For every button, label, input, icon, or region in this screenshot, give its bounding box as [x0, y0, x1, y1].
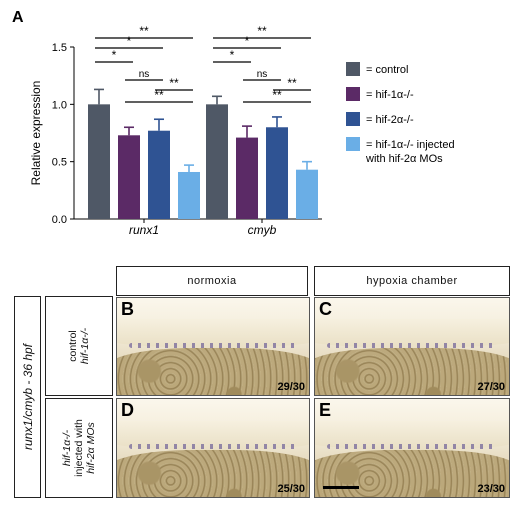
significance-label: **	[287, 76, 297, 90]
bar	[178, 171, 200, 219]
stain-time-text: runx1/cmyb - 36 hpf	[20, 343, 35, 451]
significance-label: ns	[257, 69, 268, 80]
x-tick-label: cmyb	[248, 223, 277, 237]
image-panel-c: C 27/30	[314, 297, 510, 396]
stain-time-label: runx1/cmyb - 36 hpf	[14, 296, 41, 498]
bar	[296, 169, 318, 219]
y-tick-label: 1.0	[52, 99, 67, 111]
legend-label: = hif-2α-/-	[366, 114, 414, 126]
chart-bars	[88, 88, 318, 219]
y-tick-label: 0.5	[52, 157, 67, 169]
significance-label: *	[230, 48, 235, 62]
significance-label: **	[169, 76, 179, 90]
legend-swatch	[346, 87, 360, 101]
significance-label: **	[154, 88, 164, 102]
row-injected-line2: injected with	[73, 419, 85, 477]
panel-letter-e: E	[319, 400, 332, 420]
row-injected-line1: hif-1α-/-	[61, 429, 73, 467]
column-header-hypoxia: hypoxia chamber	[314, 266, 510, 296]
row-injected-line3: hif-2α MOs	[85, 422, 97, 474]
legend-swatch	[346, 137, 360, 151]
legend-label: = hif-1α-/-	[366, 89, 414, 101]
image-panel-e: E 23/30	[314, 398, 510, 498]
count-b: 29/30	[277, 381, 305, 393]
count-e: 23/30	[477, 483, 505, 495]
bar	[206, 104, 228, 219]
significance-label: **	[139, 24, 149, 38]
x-tick-label: runx1	[129, 223, 159, 237]
legend-label: = control	[366, 64, 409, 76]
legend-swatch	[346, 62, 360, 76]
column-header-normoxia-text: normoxia	[187, 275, 237, 287]
scale-bar	[323, 486, 359, 489]
column-header-normoxia: normoxia	[116, 266, 308, 296]
image-panel-b: B 29/30	[116, 297, 310, 396]
panel-letter-c: C	[319, 299, 332, 319]
row-control-line1: control	[67, 330, 79, 362]
legend-label: = hif-1α-/- injected	[366, 139, 455, 151]
significance-label: **	[257, 24, 267, 38]
significance-label: ns	[139, 69, 150, 80]
panel-letter-d: D	[121, 400, 134, 420]
bar	[88, 104, 110, 219]
significance-label: *	[112, 48, 117, 62]
panel-letter-b: B	[121, 299, 134, 319]
panel-letter-a: A	[12, 9, 24, 26]
count-d: 25/30	[277, 483, 305, 495]
significance-label: *	[127, 34, 132, 48]
bar	[236, 137, 258, 219]
row-header-control-text: control hif-1α-/-	[67, 328, 91, 364]
bar-chart: A 0.0 0.5 1.0 1.5 Relative expression runx1 cm…	[12, 9, 455, 237]
bar	[148, 130, 170, 219]
bar	[118, 135, 140, 219]
y-tick-label: 1.5	[52, 42, 67, 54]
row-header-control: control hif-1α-/-	[45, 296, 113, 396]
bar	[266, 127, 288, 219]
row-header-injected: hif-1α-/- injected with hif-2α MOs	[45, 398, 113, 498]
column-header-hypoxia-text: hypoxia chamber	[366, 275, 458, 287]
significance-label: **	[272, 88, 282, 102]
row-header-injected-text: hif-1α-/- injected with hif-2α MOs	[61, 419, 97, 477]
row-control-line2: hif-1α-/-	[79, 327, 91, 365]
y-tick-label: 0.0	[52, 214, 67, 226]
chart-significance: ****ns********ns****	[95, 24, 311, 103]
chart-axes: 0.0 0.5 1.0 1.5 Relative expression runx1 cmyb	[29, 42, 322, 237]
y-axis-label: Relative expression	[29, 81, 43, 186]
chart-legend: = control = hif-1α-/- = hif-2α-/- = hif-1α-…	[346, 62, 455, 165]
image-panel-d: D 25/30	[116, 398, 310, 498]
legend-label: with hif-2α MOs	[365, 153, 443, 165]
legend-swatch	[346, 112, 360, 126]
significance-label: *	[245, 34, 250, 48]
count-c: 27/30	[477, 381, 505, 393]
